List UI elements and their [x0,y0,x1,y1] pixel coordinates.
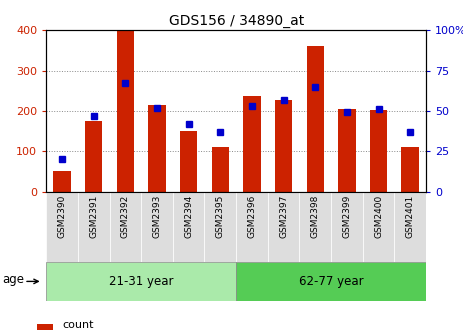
Bar [236,192,268,262]
Bar [275,99,292,192]
Bar [363,192,394,262]
Text: GSM2393: GSM2393 [152,195,162,239]
Bar [53,171,71,192]
Bar [173,192,205,262]
Bar [268,192,300,262]
Text: 62-77 year: 62-77 year [299,275,363,288]
Text: GSM2390: GSM2390 [57,195,67,239]
Bar [394,192,426,262]
Text: GSM2392: GSM2392 [121,195,130,238]
Bar [110,192,141,262]
Bar [78,192,110,262]
Bar [236,262,426,301]
Text: GSM2396: GSM2396 [247,195,257,239]
Bar [117,30,134,192]
Bar [46,262,236,301]
Bar [180,131,197,192]
Bar [148,105,166,192]
Bar [243,95,261,192]
Title: GDS156 / 34890_at: GDS156 / 34890_at [169,14,304,28]
Text: 21-31 year: 21-31 year [109,275,174,288]
Bar [370,110,387,192]
Text: GSM2400: GSM2400 [374,195,383,238]
Bar [338,109,356,192]
Text: GSM2395: GSM2395 [216,195,225,239]
Text: GSM2401: GSM2401 [406,195,415,238]
Bar [85,121,102,192]
Bar [307,46,324,192]
Bar [141,192,173,262]
Text: GSM2399: GSM2399 [342,195,351,239]
Text: GSM2394: GSM2394 [184,195,193,238]
Bar [331,192,363,262]
Bar [37,324,53,330]
Text: GSM2397: GSM2397 [279,195,288,239]
Text: age: age [2,273,25,286]
Bar [401,147,419,192]
Text: count: count [63,321,94,331]
Text: GSM2398: GSM2398 [311,195,320,239]
Bar [46,192,78,262]
Text: GSM2391: GSM2391 [89,195,98,239]
Bar [212,147,229,192]
Bar [205,192,236,262]
Bar [300,192,331,262]
